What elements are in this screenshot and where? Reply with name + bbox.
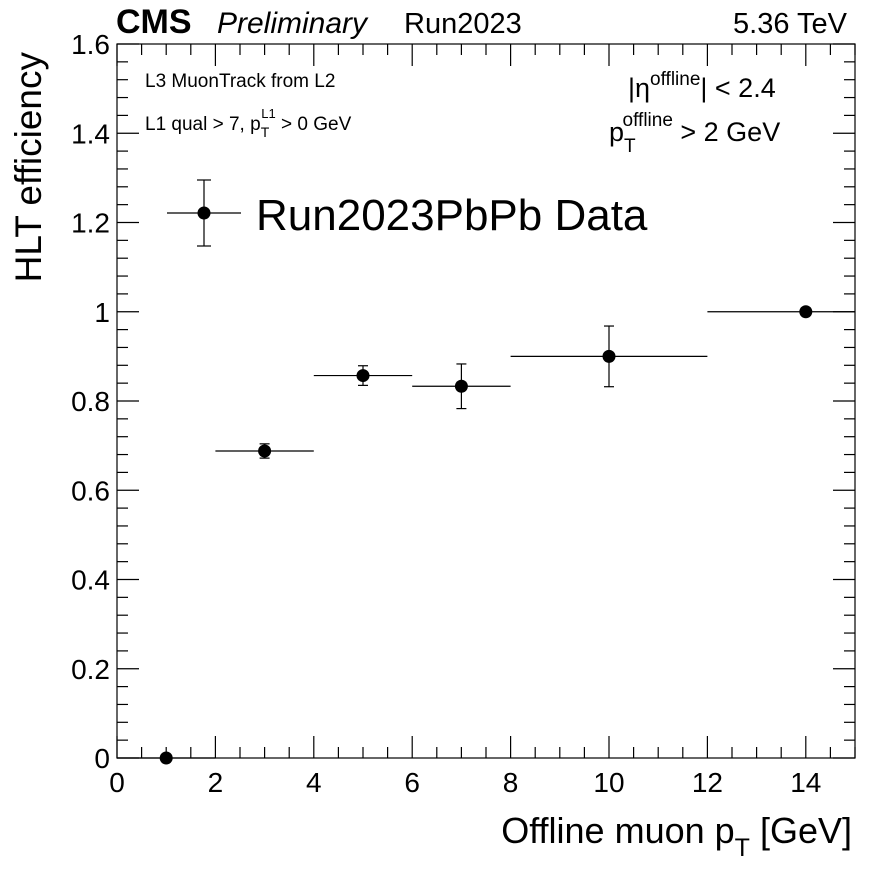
y-tick-label: 0.2 xyxy=(71,654,110,685)
data-marker xyxy=(602,349,616,363)
data-marker xyxy=(799,305,813,319)
data-marker xyxy=(356,369,370,383)
preliminary-label: Preliminary xyxy=(217,7,369,40)
x-axis-title: Offline muon pT [GeV] xyxy=(501,810,852,862)
legend-label: Run2023PbPb Data xyxy=(256,191,648,240)
annotation-pt-cut: pToffline > 2 GeV xyxy=(609,110,780,157)
y-tick-labels: 0 0.2 0.4 0.6 0.8 1 1.2 1.4 1.6 xyxy=(71,29,110,774)
data-point xyxy=(215,443,314,459)
annotation-eta-cut: |ηoffline| < 2.4 xyxy=(628,69,776,103)
y-tick-label: 0.4 xyxy=(71,565,110,596)
annotation-l3: L3 MuonTrack from L2 xyxy=(145,71,335,92)
data-marker xyxy=(159,751,173,765)
x-tick-label: 2 xyxy=(208,767,224,798)
x-tick-label: 6 xyxy=(404,767,420,798)
y-tick-label: 1.6 xyxy=(71,29,110,60)
y-tick-label: 0.6 xyxy=(71,475,110,506)
data-point xyxy=(707,305,855,319)
data-point xyxy=(510,325,708,388)
x-tick-label: 8 xyxy=(503,767,519,798)
data-marker xyxy=(258,444,272,458)
y-tick-label: 1.2 xyxy=(71,208,110,239)
data-point xyxy=(117,751,216,765)
x-tick-label: 10 xyxy=(593,767,624,798)
y-tick-label: 1.4 xyxy=(71,118,110,149)
y-tick-label: 0 xyxy=(94,743,110,774)
plot-frame xyxy=(116,43,856,759)
legend: Run2023PbPb Data xyxy=(167,179,648,247)
run-label: Run2023 xyxy=(404,8,522,40)
y-tick-label: 1 xyxy=(94,297,110,328)
energy-label: 5.36 TeV xyxy=(733,8,848,40)
y-tick-label: 0.8 xyxy=(71,386,110,417)
data-series xyxy=(117,305,855,765)
x-tick-labels: 0 2 4 6 8 10 12 14 xyxy=(109,767,821,798)
x-tick-label: 14 xyxy=(790,767,821,798)
y-axis-title: HLT efficiency xyxy=(8,52,49,283)
annotation-l1: L1 qual > 7, pTL1 > 0 GeV xyxy=(145,106,352,140)
x-tick-label: 4 xyxy=(306,767,322,798)
cms-label: CMS xyxy=(116,3,192,41)
legend-marker-dot xyxy=(197,206,211,220)
data-point xyxy=(412,363,511,410)
data-marker xyxy=(454,379,468,393)
axis-ticks xyxy=(116,43,856,759)
x-tick-label: 12 xyxy=(692,767,723,798)
data-point xyxy=(313,365,413,386)
x-tick-label: 0 xyxy=(109,767,125,798)
